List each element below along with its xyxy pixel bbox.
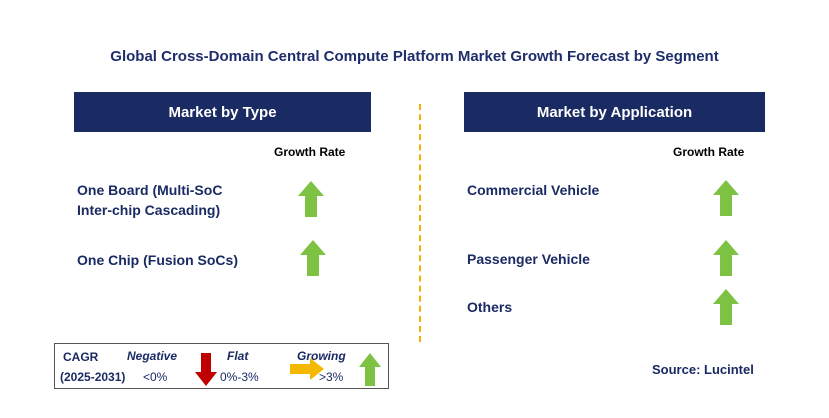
page-title: Global Cross-Domain Central Compute Plat… [110,48,719,65]
legend-flat-label: Flat [227,349,249,363]
application-item-commercial: Commercial Vehicle [467,182,600,198]
application-panel-heading: Market by Application [464,92,765,132]
up-arrow-icon [298,181,324,217]
type-growth-rate-label: Growth Rate [274,145,346,159]
up-arrow-icon [359,353,381,386]
up-arrow-icon [300,240,326,276]
panel-divider [419,104,421,342]
cagr-legend: CAGR (2025-2031) Negative <0% Flat 0%-3%… [54,343,389,389]
legend-growing-range: >3% [319,370,344,384]
legend-negative-label: Negative [127,349,178,363]
application-item-passenger: Passenger Vehicle [467,251,590,267]
up-arrow-icon [713,289,739,325]
up-arrow-icon [713,240,739,276]
down-arrow-icon [195,353,217,386]
legend-cagr-label: CAGR [63,350,99,364]
legend-period: (2025-2031) [60,370,126,384]
legend-negative-range: <0% [143,370,168,384]
type-item-one-board: One Board (Multi-SoC Inter-chip Cascadin… [77,180,222,220]
application-heading-text: Market by Application [536,103,693,121]
up-arrow-icon [713,180,739,216]
legend-flat-range: 0%-3% [220,370,259,384]
source-label: Source: Lucintel [652,362,754,377]
type-item-one-board-line2: Inter-chip Cascading) [77,202,221,218]
type-panel-heading: Market by Type [74,92,371,132]
type-heading-text: Market by Type [168,103,277,121]
type-item-one-board-line1: One Board (Multi-SoC [77,182,223,198]
application-item-others: Others [467,299,513,315]
application-growth-rate-label: Growth Rate [673,145,745,159]
type-item-one-chip-line1: One Chip (Fusion SoCs) [77,252,238,268]
right-arrow-icon [290,358,324,380]
legend-growing-label: Growing [297,349,346,363]
type-item-one-chip: One Chip (Fusion SoCs) [77,250,238,270]
